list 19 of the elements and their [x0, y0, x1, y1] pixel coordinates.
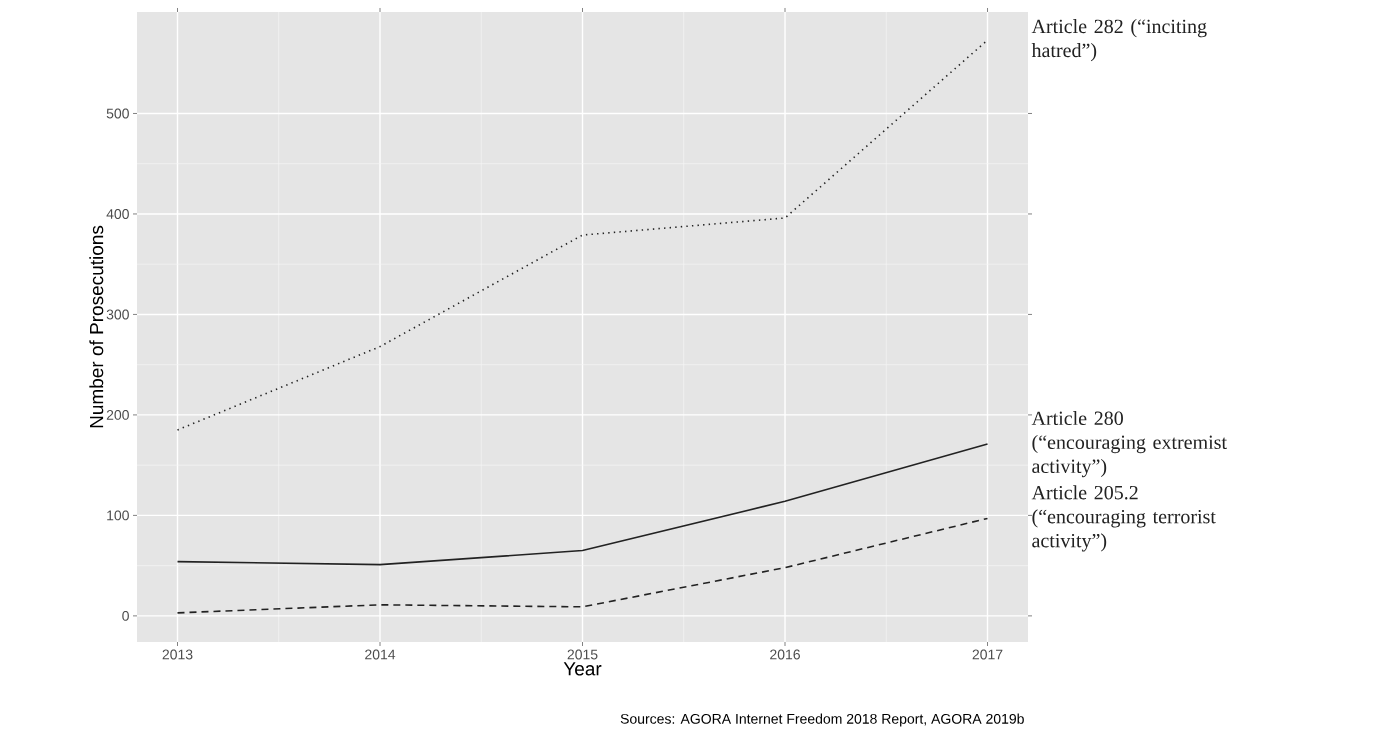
- text: Article 205.2 (“encouraging terrorist activity”): [1031, 485, 1216, 552]
- text: Article 280 (“encouraging extremist activity”): [1031, 410, 1227, 478]
- x-tick-label: 2017: [972, 649, 1003, 660]
- y-tick-label: 200: [106, 409, 129, 420]
- y-tick-label: 0: [122, 610, 129, 621]
- source-note: Sources: AGORA Internet Freedom 2018 Report, AGORA 2019b: [620, 713, 1024, 727]
- y-tick-label: 400: [106, 208, 129, 219]
- x-tick-label: 2014: [365, 649, 396, 660]
- x-tick-label: 2016: [770, 649, 800, 660]
- y-axis-title: Number of Prosecutions: [89, 225, 104, 428]
- line-series: [176, 443, 989, 566]
- x-axis-title: Year: [563, 662, 602, 676]
- y-tick-label: 300: [106, 309, 129, 320]
- y-tick-label: 100: [107, 510, 129, 521]
- y-tick-label: 500: [106, 108, 129, 119]
- line-series: [176, 517, 989, 614]
- x-tick-label: 2015: [567, 649, 598, 660]
- text: Article 282 (“inciting hatred”): [1031, 19, 1207, 62]
- x-tick-label: 2013: [162, 649, 193, 660]
